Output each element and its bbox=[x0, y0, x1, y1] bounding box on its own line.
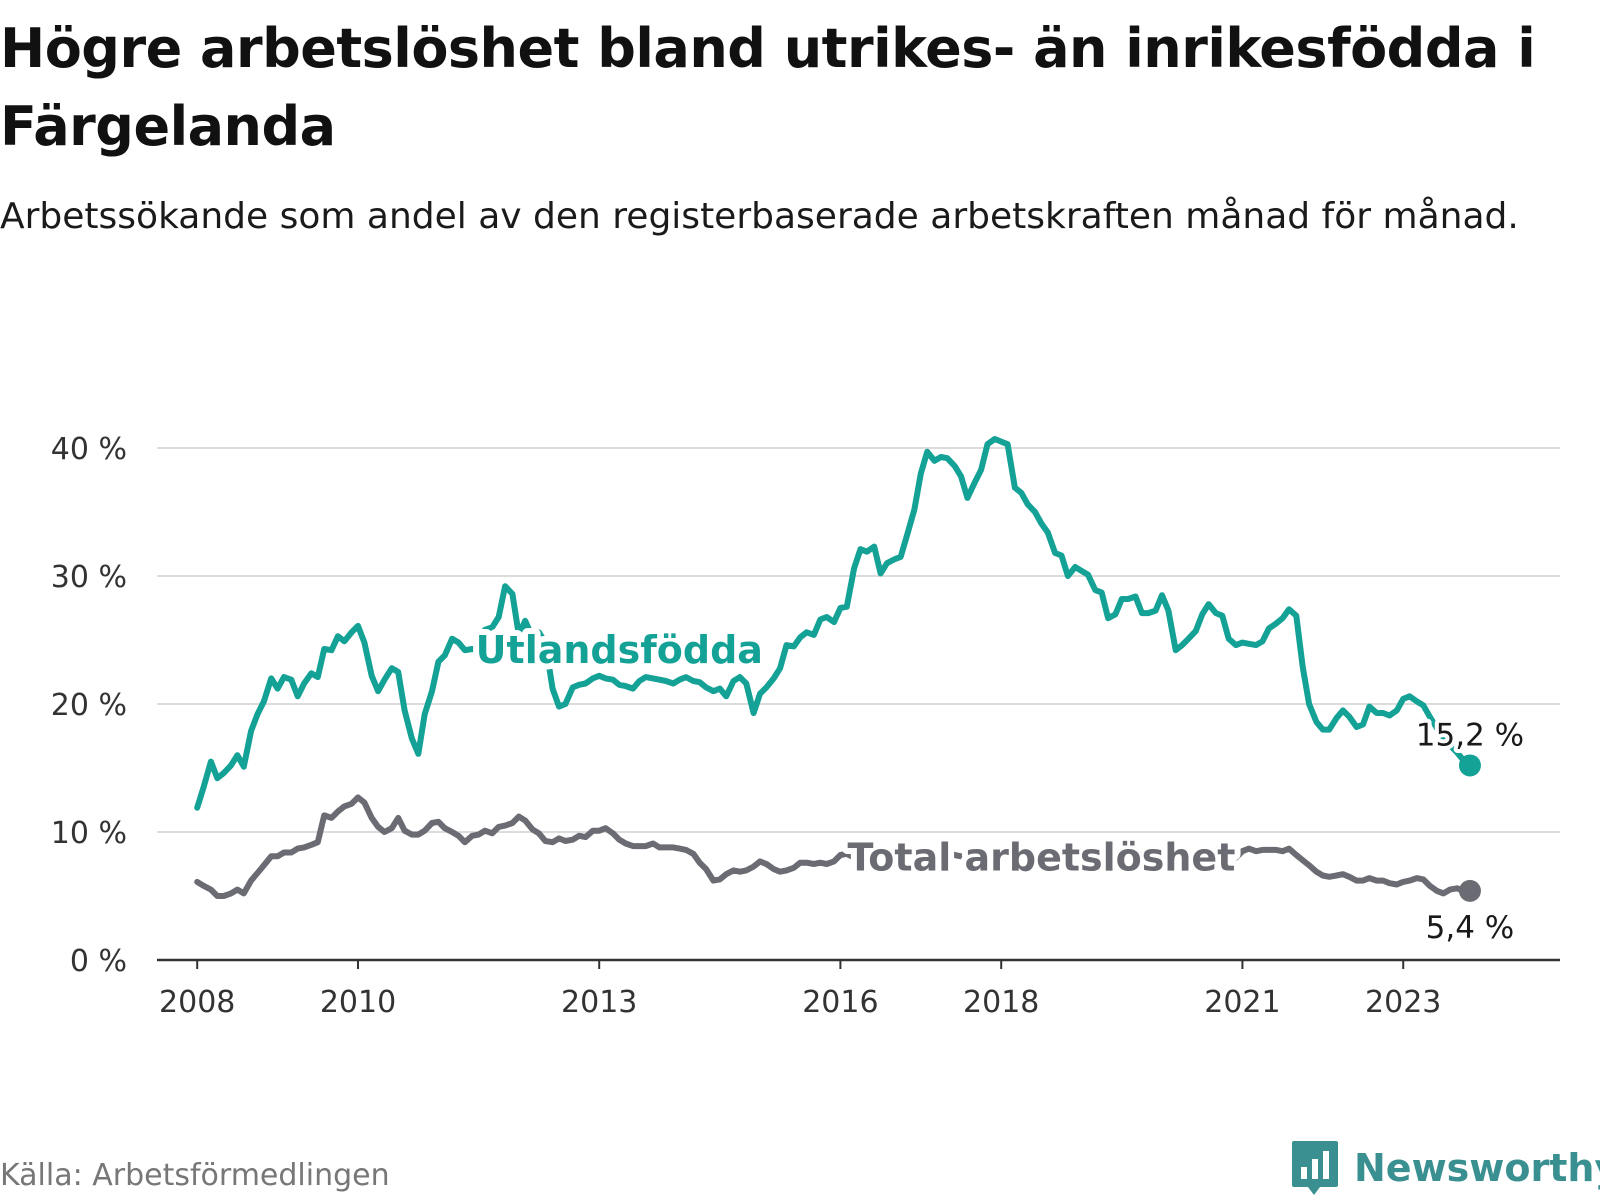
x-tick-label: 2016 bbox=[802, 985, 878, 1020]
y-tick-label: 20 % bbox=[51, 688, 127, 723]
series-end-label: 15,2 % bbox=[1416, 717, 1524, 753]
labels: 15,2 % 5,4 % Utlandsfödda Total arbetslöshe… bbox=[470, 622, 1528, 950]
line-chart: 0 % 10 % 20 % 30 % 40 % 2008 2010 2013 2016 2018 2… bbox=[51, 432, 1560, 1020]
x-tick-label: 2013 bbox=[561, 985, 637, 1020]
series-lines bbox=[194, 436, 1481, 902]
series-end-point-1 bbox=[1458, 879, 1481, 902]
series-end-label: 5,4 % bbox=[1426, 910, 1515, 946]
x-tick-label: 2018 bbox=[963, 985, 1039, 1020]
x-tick-label: 2021 bbox=[1204, 985, 1280, 1020]
x-tick-label: 2010 bbox=[320, 985, 396, 1020]
y-tick-label: 0 % bbox=[70, 944, 127, 979]
newsworthy-logo-icon bbox=[1292, 1141, 1338, 1195]
axes: 0 % 10 % 20 % 30 % 40 % 2008 2010 2013 2016 2018 2… bbox=[51, 432, 1560, 1020]
x-tick-label: 2008 bbox=[159, 985, 235, 1020]
brand-name: Newsworthy bbox=[1354, 1146, 1600, 1190]
y-tick-label: 30 % bbox=[51, 560, 127, 595]
chart-title: Högre arbetslöshet bland utrikes- än inr… bbox=[0, 17, 1536, 158]
source-note: Källa: Arbetsförmedlingen bbox=[0, 1158, 390, 1193]
series-annotation-label: Total arbetslöshet bbox=[847, 835, 1235, 879]
x-tick-label: 2023 bbox=[1365, 985, 1441, 1020]
y-tick-label: 40 % bbox=[51, 432, 127, 467]
y-tick-label: 10 % bbox=[51, 816, 127, 851]
chart-subtitle: Arbetssökande som andel av den registerb… bbox=[0, 196, 1519, 237]
series-line-0 bbox=[194, 436, 1473, 811]
series-end-point-0 bbox=[1458, 754, 1481, 777]
brand-logo[interactable]: Newsworthy bbox=[1290, 1136, 1600, 1200]
series-annotation-label: Utlandsfödda bbox=[476, 628, 763, 672]
series-line-1 bbox=[194, 794, 1473, 899]
gridlines bbox=[157, 447, 1560, 833]
